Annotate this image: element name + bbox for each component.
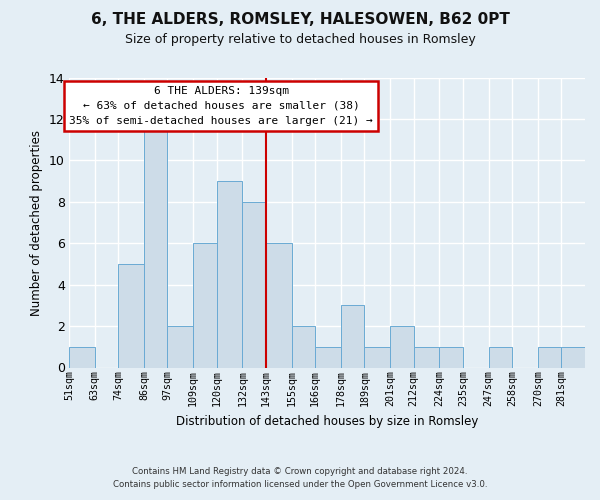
Bar — [193, 243, 217, 368]
Y-axis label: Number of detached properties: Number of detached properties — [31, 130, 43, 316]
Text: Contains HM Land Registry data © Crown copyright and database right 2024.: Contains HM Land Registry data © Crown c… — [132, 467, 468, 476]
Bar — [167, 326, 193, 368]
X-axis label: Distribution of detached houses by size in Romsley: Distribution of detached houses by size … — [176, 414, 478, 428]
Text: Contains public sector information licensed under the Open Government Licence v3: Contains public sector information licen… — [113, 480, 487, 489]
Bar — [118, 264, 144, 368]
Bar — [315, 347, 341, 368]
Bar — [341, 306, 364, 368]
Text: 6 THE ALDERS: 139sqm
← 63% of detached houses are smaller (38)
35% of semi-detac: 6 THE ALDERS: 139sqm ← 63% of detached h… — [70, 86, 373, 126]
Text: Size of property relative to detached houses in Romsley: Size of property relative to detached ho… — [125, 32, 475, 46]
Bar — [390, 326, 414, 368]
Bar — [439, 347, 463, 368]
Bar — [69, 347, 95, 368]
Bar — [414, 347, 439, 368]
Bar — [217, 181, 242, 368]
Bar — [364, 347, 390, 368]
Bar — [538, 347, 562, 368]
Bar — [266, 243, 292, 368]
Text: 6, THE ALDERS, ROMSLEY, HALESOWEN, B62 0PT: 6, THE ALDERS, ROMSLEY, HALESOWEN, B62 0… — [91, 12, 509, 28]
Bar — [562, 347, 585, 368]
Bar — [488, 347, 512, 368]
Bar — [292, 326, 315, 368]
Bar — [242, 202, 266, 368]
Bar — [144, 119, 167, 368]
